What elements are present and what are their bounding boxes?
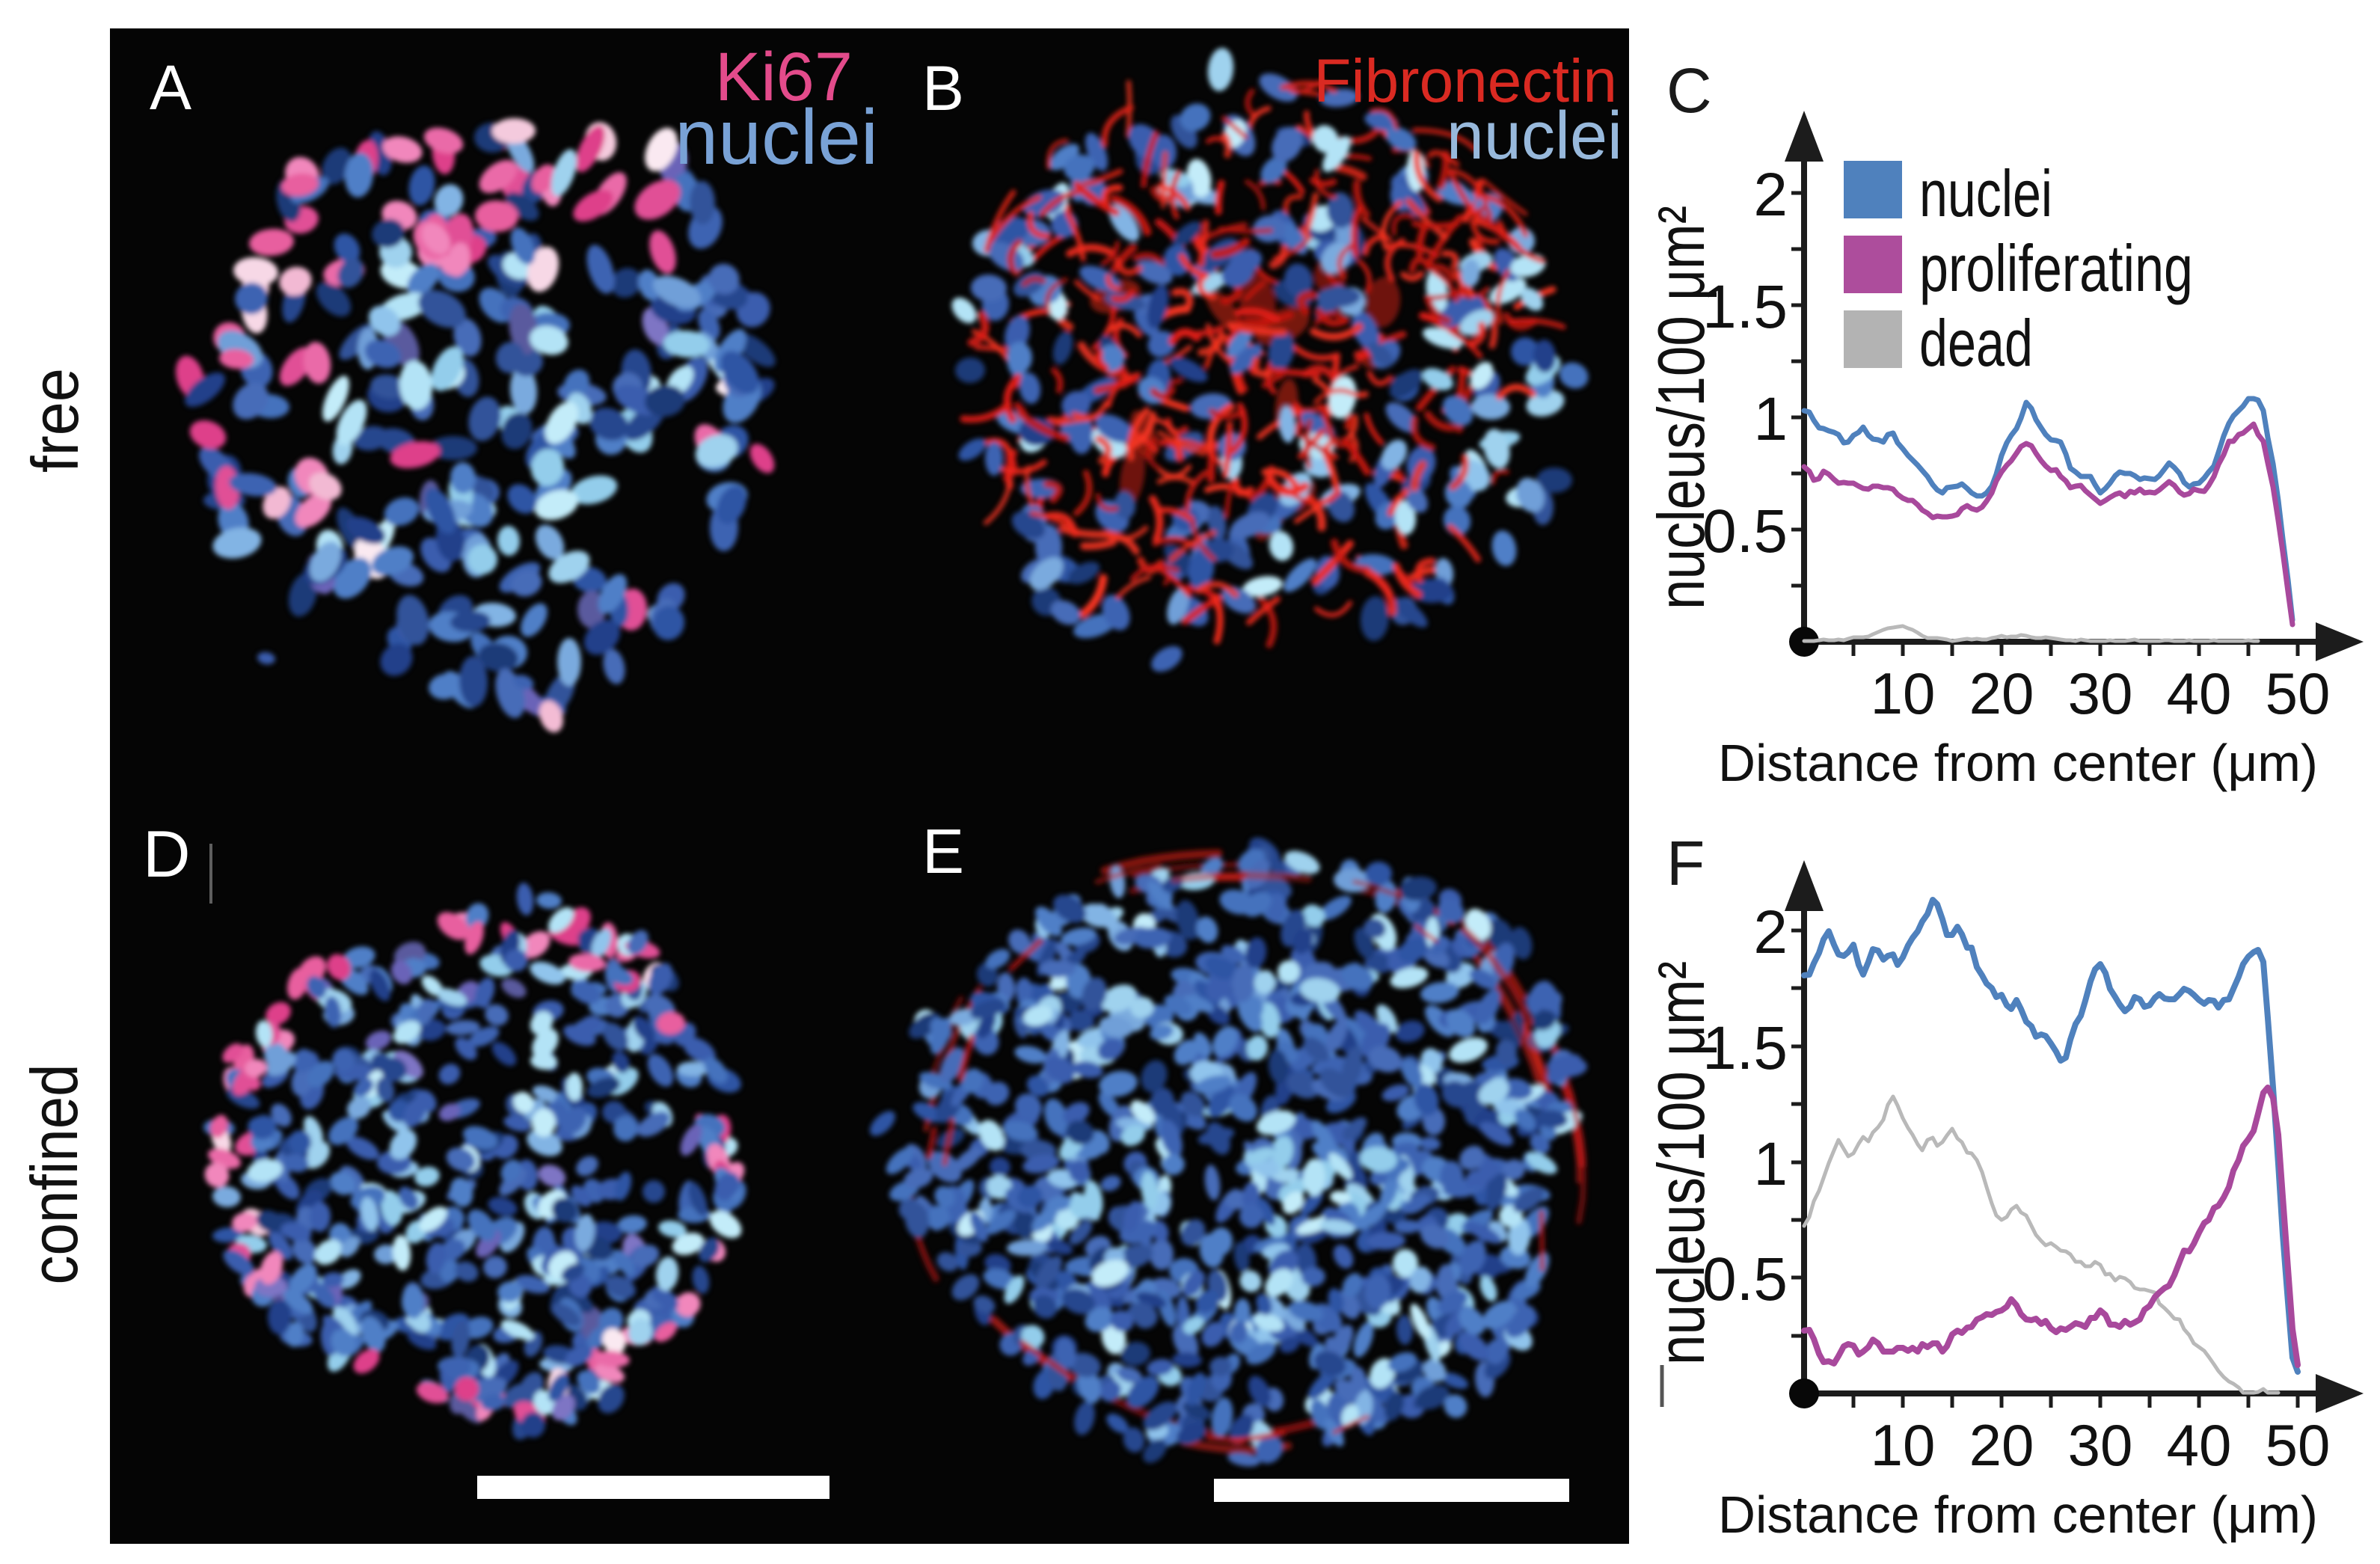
svg-text:nucleus/100 μm²: nucleus/100 μm² [1644, 961, 1718, 1365]
svg-text:proliferating: proliferating [1919, 231, 2193, 305]
svg-text:1.5: 1.5 [1702, 1014, 1788, 1082]
svg-text:confined: confined [17, 1064, 91, 1285]
svg-text:50: 50 [2266, 1412, 2331, 1478]
svg-text:nucleus/100 μm²: nucleus/100 μm² [1644, 206, 1718, 610]
svg-text:1: 1 [1753, 385, 1788, 453]
svg-text:20: 20 [1969, 1412, 2034, 1478]
svg-text:50: 50 [2266, 660, 2331, 726]
svg-text:nuclei: nuclei [1919, 156, 2052, 230]
svg-text:0.5: 0.5 [1702, 497, 1788, 565]
svg-text:Ki67: Ki67 [715, 39, 853, 115]
svg-text:E: E [922, 816, 964, 886]
svg-text:F: F [1666, 828, 1705, 898]
svg-text:10: 10 [1871, 1412, 1936, 1478]
svg-text:2: 2 [1753, 161, 1788, 229]
svg-text:B: B [922, 53, 964, 123]
svg-text:dead: dead [1919, 306, 2033, 380]
svg-text:2: 2 [1753, 898, 1788, 966]
svg-text:free: free [18, 368, 92, 473]
svg-text:Distance from center (μm): Distance from center (μm) [1718, 734, 2318, 792]
svg-text:D: D [143, 817, 191, 891]
svg-text:1: 1 [1753, 1130, 1788, 1198]
svg-text:30: 30 [2068, 1412, 2133, 1478]
svg-text:Fibronectin: Fibronectin [1313, 47, 1617, 115]
svg-text:40: 40 [2167, 1412, 2232, 1478]
svg-text:10: 10 [1871, 660, 1936, 726]
svg-text:40: 40 [2167, 660, 2232, 726]
svg-text:nuclei: nuclei [1447, 99, 1622, 174]
svg-text:nuclei: nuclei [675, 94, 878, 181]
svg-text:20: 20 [1969, 660, 2034, 726]
svg-text:C: C [1666, 55, 1712, 126]
svg-text:0.5: 0.5 [1702, 1245, 1788, 1313]
svg-text:30: 30 [2068, 660, 2133, 726]
svg-text:Distance from center (μm): Distance from center (μm) [1718, 1485, 2318, 1544]
svg-text:1.5: 1.5 [1702, 273, 1788, 341]
svg-text:A: A [150, 52, 191, 123]
